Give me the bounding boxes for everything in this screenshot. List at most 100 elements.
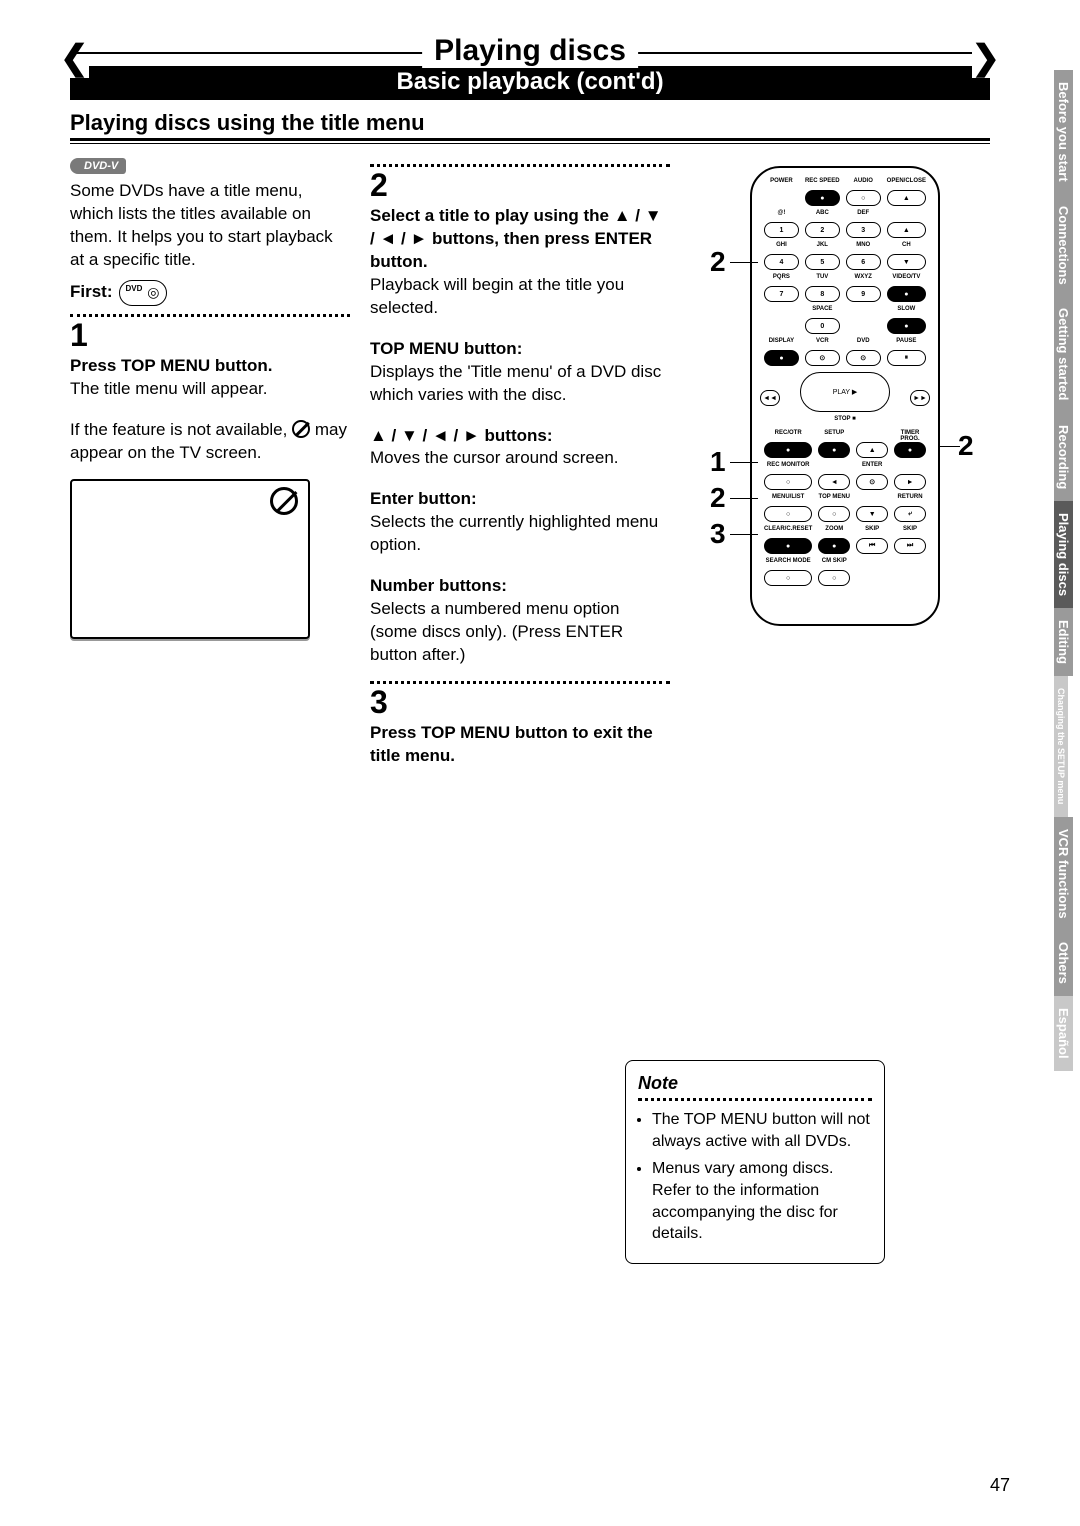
key-label: [856, 494, 888, 502]
dotted-separator: [370, 681, 670, 684]
step-2-number: 2: [370, 169, 670, 201]
step-2-text: Playback will begin at the title you sel…: [370, 274, 670, 320]
timer-prog-button: ●: [894, 442, 926, 458]
tab-editing: Editing: [1054, 608, 1073, 676]
step-1-heading: Press TOP MENU button.: [70, 355, 350, 378]
key-label: MNO: [846, 242, 881, 250]
key-label: DVD: [846, 338, 881, 346]
vcr-button: ⊙: [805, 350, 840, 366]
num-8-button: 8: [805, 286, 840, 302]
note-box: Note The TOP MENU button will not always…: [625, 1060, 885, 1264]
remote-keypad: POWER REC SPEED AUDIO OPEN/CLOSE ● ○ ▲ @…: [760, 178, 930, 366]
callout-label: 3: [710, 518, 726, 550]
tab-playing-discs: Playing discs: [1054, 501, 1073, 608]
callout-label: 1: [710, 446, 726, 478]
intro-text: Some DVDs have a title menu, which lists…: [70, 180, 350, 272]
key-label: SKIP: [856, 526, 888, 534]
rec-monitor-button: ○: [764, 474, 812, 490]
menu-list-button: ○: [764, 506, 812, 522]
key-label: [818, 462, 850, 470]
note-title: Note: [638, 1071, 872, 1095]
return-button: ⤶: [894, 506, 926, 522]
enter-heading: Enter button:: [370, 488, 670, 511]
column-right: 2 1 2 3 2 POWER REC SPEED AUDIO OPEN/CLO…: [690, 156, 990, 768]
dotted-separator: [370, 164, 670, 167]
dvd-v-badge: DVD-V: [70, 158, 126, 174]
num-1-button: 1: [764, 222, 799, 238]
key-label: RETURN: [894, 494, 926, 502]
num-6-button: 6: [846, 254, 881, 270]
callout-line: [940, 446, 960, 447]
num-5-button: 5: [805, 254, 840, 270]
key-label: CM SKIP: [818, 558, 850, 566]
key-label: POWER: [764, 178, 799, 186]
key-label: [887, 210, 926, 218]
key-label: [894, 558, 926, 566]
note-item: Menus vary among discs. Refer to the inf…: [652, 1158, 872, 1244]
topmenu-heading: TOP MENU button:: [370, 338, 670, 361]
audio-button: ○: [846, 190, 881, 206]
callout-label: 2: [958, 430, 974, 462]
arrow-right-button: ►: [894, 474, 926, 490]
step-1-number: 1: [70, 319, 350, 351]
power-button: [764, 190, 799, 206]
search-mode-button: ○: [764, 570, 812, 586]
key-label: TOP MENU: [818, 494, 850, 502]
rec-otr-button: ●: [764, 442, 812, 458]
callout-label: 2: [710, 246, 726, 278]
tab-recording: Recording: [1054, 413, 1073, 501]
page-number: 47: [990, 1475, 1010, 1496]
topmenu-text: Displays the 'Title menu' of a DVD disc …: [370, 361, 670, 407]
skip-fwd-button: ⏭: [894, 538, 926, 554]
arrows-text: Moves the cursor around screen.: [370, 447, 670, 470]
key-label: [894, 462, 926, 470]
arrows-heading: ▲ / ▼ / ◄ / ► buttons:: [370, 425, 670, 448]
prohibit-icon: [270, 487, 298, 515]
key-label: PQRS: [764, 274, 799, 282]
enter-text: Selects the currently highlighted menu o…: [370, 511, 670, 557]
key-label: AUDIO: [846, 178, 881, 186]
key-label: MENU/LIST: [764, 494, 812, 502]
remote-lower-keypad: REC/OTR SETUP TIMER PROG. ● ● ▲ ● REC MO…: [760, 430, 930, 586]
key-label: REC/OTR: [764, 430, 812, 438]
key-label: TIMER PROG.: [894, 430, 926, 438]
tab-others: Others: [1054, 930, 1073, 996]
number-heading: Number buttons:: [370, 575, 670, 598]
key-label: SEARCH MODE: [764, 558, 812, 566]
step-1-text: The title menu will appear.: [70, 378, 350, 401]
num-2-button: 2: [805, 222, 840, 238]
num-4-button: 4: [764, 254, 799, 270]
key-label: WXYZ: [846, 274, 881, 282]
section-title: Playing discs using the title menu: [70, 110, 990, 136]
key-label: DISPLAY: [764, 338, 799, 346]
key-label: REC MONITOR: [764, 462, 812, 470]
key-label: DEF: [846, 210, 881, 218]
brace-right-icon: ❯: [972, 38, 1001, 78]
slow-button: ●: [887, 318, 926, 334]
rec-speed-button: ●: [805, 190, 840, 206]
skip-back-button: ⏮: [856, 538, 888, 554]
arrow-up-button: ▲: [856, 442, 888, 458]
tab-espanol: Español: [1054, 996, 1073, 1071]
key-label: VIDEO/TV: [887, 274, 926, 282]
note-item: The TOP MENU button will not always acti…: [652, 1109, 872, 1152]
brace-left-icon: ❮: [60, 38, 89, 78]
num-3-button: 3: [846, 222, 881, 238]
key-label: PAUSE: [887, 338, 926, 346]
callout-label: 2: [710, 482, 726, 514]
first-label: First:: [70, 281, 113, 304]
dvd-button: ⊙: [846, 350, 881, 366]
key-label: JKL: [805, 242, 840, 250]
blank: [856, 570, 888, 586]
num-9-button: 9: [846, 286, 881, 302]
blank: [846, 318, 881, 334]
open-close-button: ▲: [887, 190, 926, 206]
tab-getting-started: Getting started: [1054, 296, 1073, 412]
stop-label: STOP ■: [800, 416, 890, 424]
dotted-separator: [638, 1098, 872, 1101]
num-7-button: 7: [764, 286, 799, 302]
key-label: REC SPEED: [805, 178, 840, 186]
key-label: ZOOM: [818, 526, 850, 534]
page-header: ❮ Playing discs ❯: [70, 34, 990, 70]
key-label: ENTER: [856, 462, 888, 470]
